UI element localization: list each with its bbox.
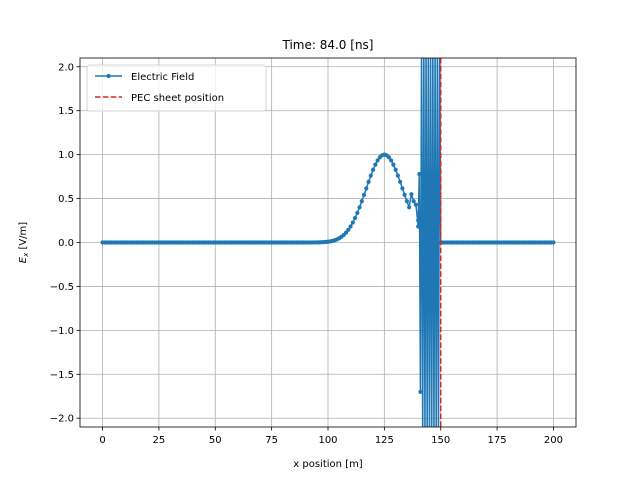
x-tick-label: 200 [544,435,563,446]
legend-pec-label: PEC sheet position [131,93,224,104]
electric-field-point [350,220,355,225]
electric-field-point [411,199,416,204]
y-tick-label: 1.5 [58,106,74,117]
electric-field-point [417,171,422,177]
electric-field-point [386,155,391,160]
electric-field-point [402,192,407,197]
electric-field-point [416,218,421,223]
electric-field-point [361,192,367,197]
legend-electric-field-marker [106,73,111,79]
electric-field-point [393,167,398,172]
electric-field-point [368,173,373,178]
electric-field-point [389,158,394,163]
electric-field-point [370,167,376,172]
x-tick-label: 150 [431,435,450,446]
legend: Electric Field PEC sheet position [86,64,267,112]
y-tick-label: 0.5 [58,194,74,205]
x-tick-label: 50 [209,435,222,446]
y-axis-label-sub: x [22,252,30,258]
x-tick-label: 25 [153,435,166,446]
legend-box [86,64,267,112]
electric-field-point [407,205,412,210]
electric-field-point [343,230,349,235]
electric-field-point [395,173,400,178]
electric-field-point [359,199,364,204]
y-axis-label: Ex [V/m] [18,222,30,264]
legend-electric-field-label: Electric Field [131,72,194,83]
y-tick-label: −1.0 [50,326,74,337]
electric-field-point [364,186,369,191]
y-axis-label-unit: [V/m] [18,222,29,253]
x-tick-label: 175 [488,435,507,446]
x-axis-label: x position [m] [293,459,363,470]
x-tick-label: 100 [318,435,337,446]
ticks: 0 25 50 75 100 125 150 175 200 −2.0 −1.5 −1.0 −0.5 0.… [50,62,563,446]
electric-field-point [409,192,414,197]
x-tick-label: 75 [265,435,278,446]
plot-area [100,58,556,427]
electric-field-point [404,199,410,204]
electric-field-point [398,179,403,184]
electric-field-point [366,179,371,184]
electric-field-point [416,224,421,229]
electric-field-point [418,389,423,394]
electric-field-point [352,215,358,221]
electric-field-point [355,210,360,216]
y-tick-label: 1.0 [58,150,74,161]
chart-title: Time: 84.0 [ns] [282,38,374,52]
electric-field-point [373,162,378,167]
y-axis-label-main: E [18,256,29,263]
y-tick-label: −1.5 [50,370,74,381]
electric-field-point [346,227,351,232]
y-tick-label: 2.0 [58,62,74,73]
electric-field-point [391,162,396,167]
electric-field-point [348,224,353,229]
x-tick-label: 125 [375,435,394,446]
y-tick-label: −2.0 [50,414,74,425]
y-tick-label: 0.0 [58,238,74,249]
electric-field-point [413,202,419,207]
electric-field-point [400,186,405,191]
electric-field-point [551,240,556,245]
electric-field-point [375,158,380,163]
electric-field-point [357,205,362,210]
y-tick-label: −0.5 [50,282,74,293]
x-tick-label: 0 [99,435,105,446]
